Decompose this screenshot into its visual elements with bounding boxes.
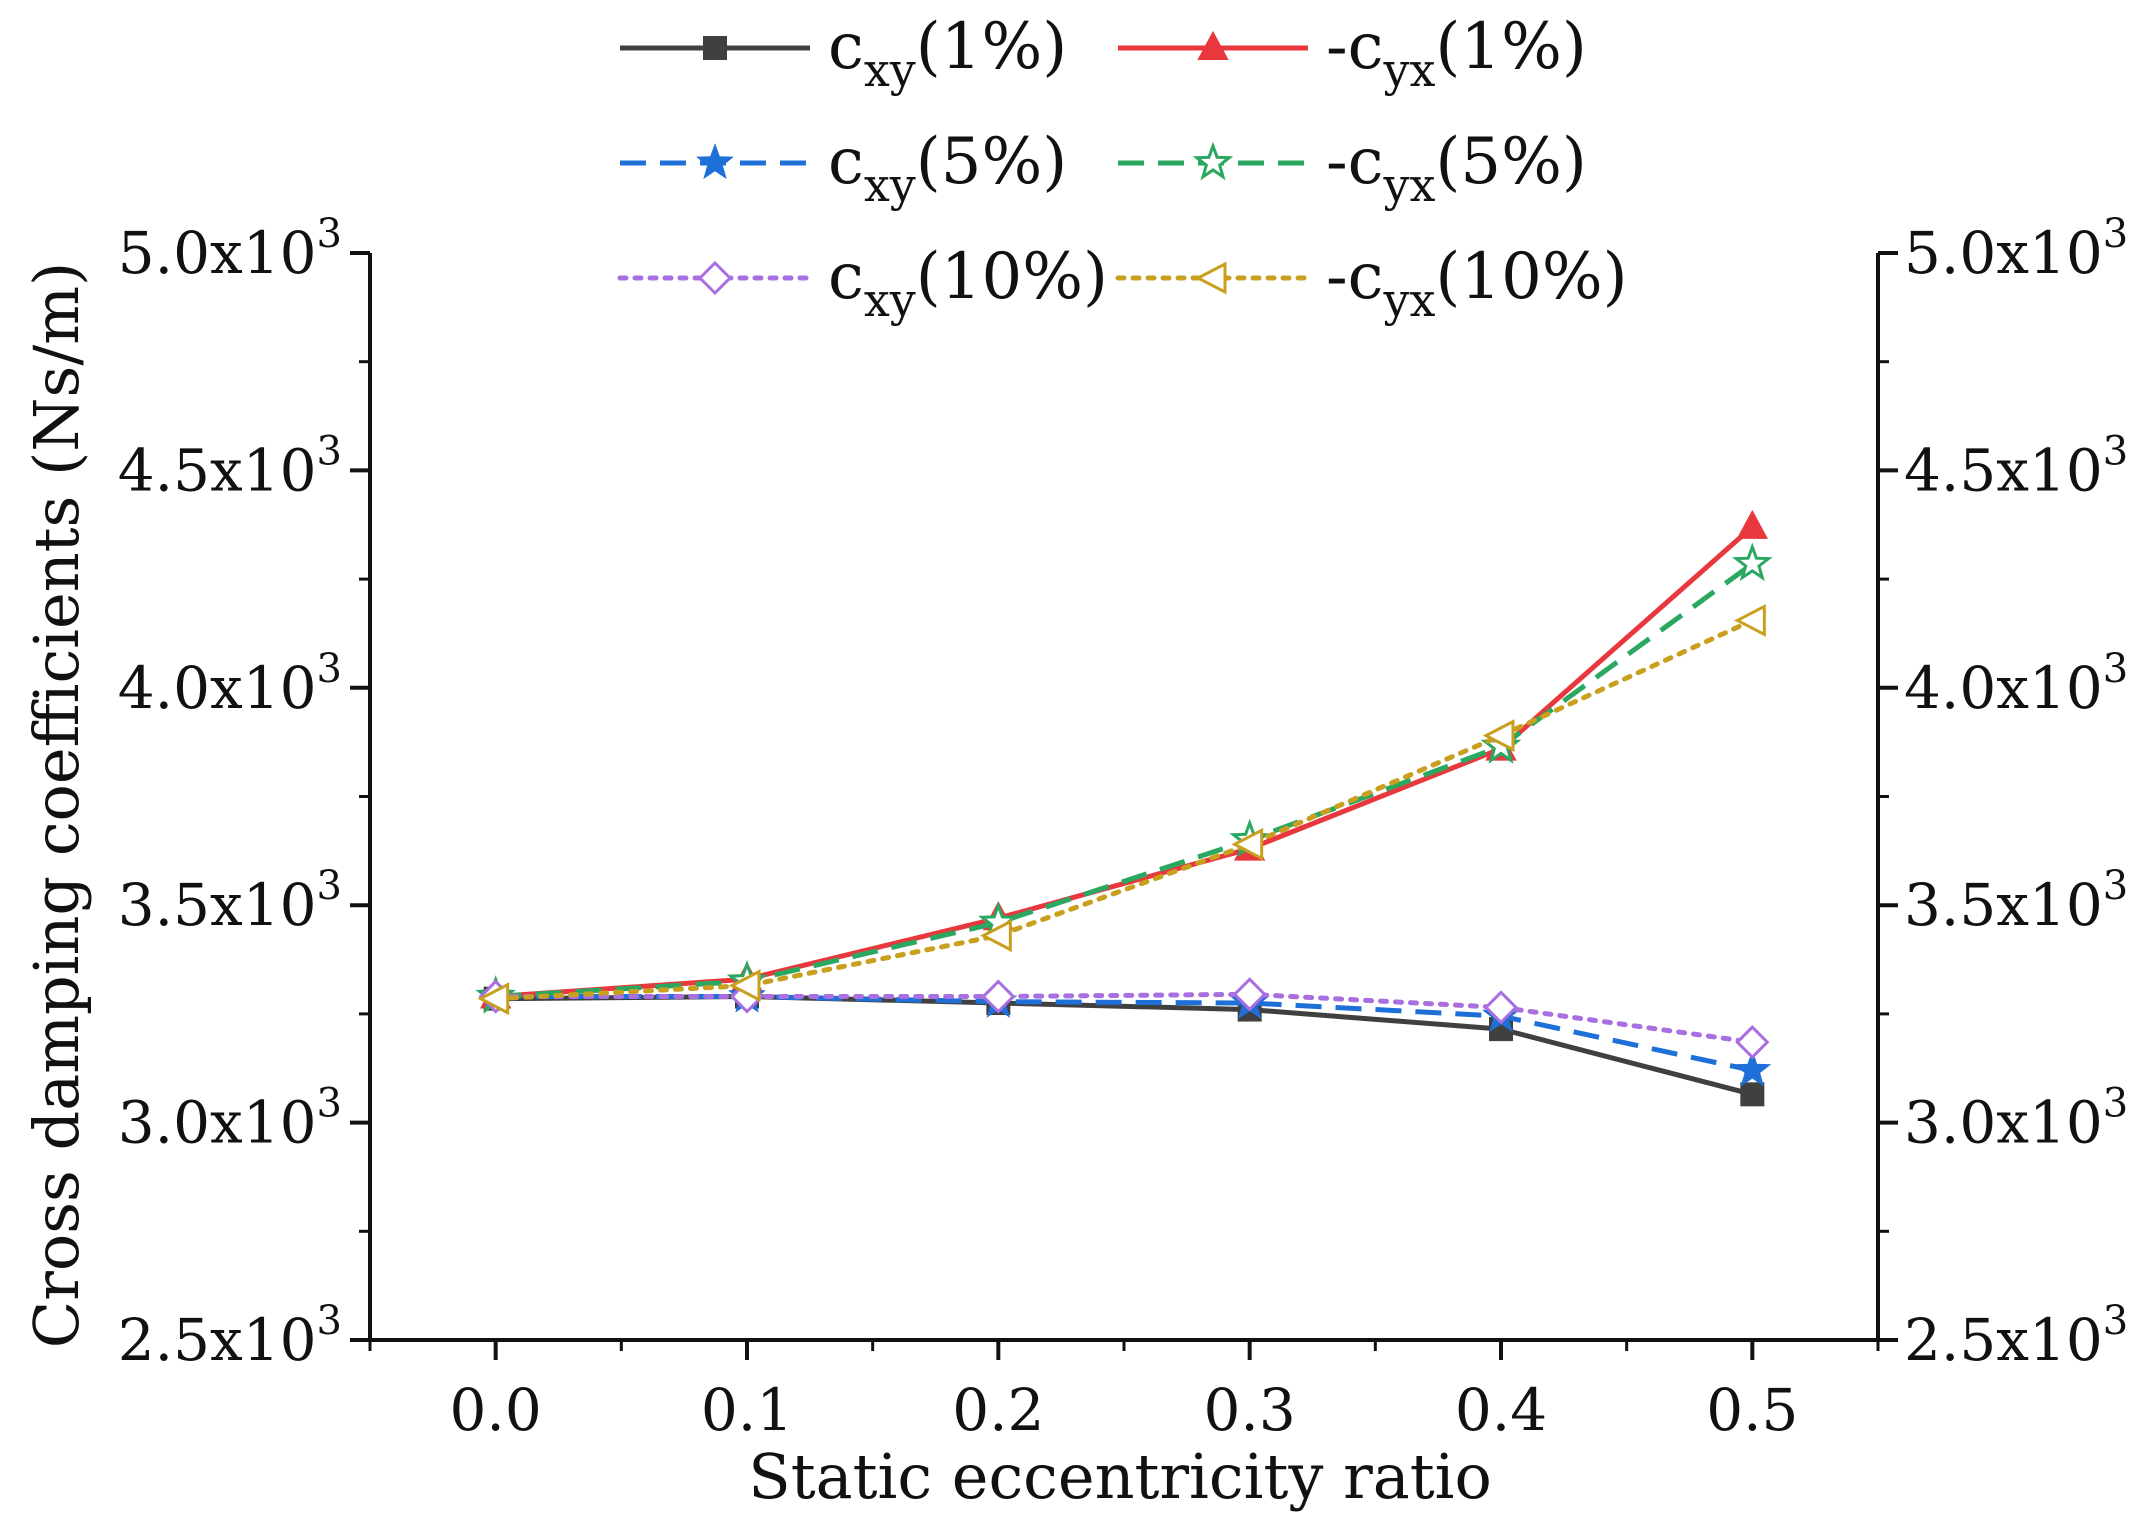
y-tick-label-left: 4.5x103 — [118, 428, 342, 504]
legend-item: -cyx(10%) — [1115, 240, 1628, 327]
data-point — [1732, 542, 1773, 582]
y-tick-label-right: 4.0x103 — [1904, 646, 2128, 722]
x-axis-title: Static eccentricity ratio — [748, 1440, 1492, 1513]
y-tick-label-right: 3.5x103 — [1904, 863, 2128, 939]
series--cyx(1%) — [479, 509, 1769, 1009]
data-point — [1736, 509, 1769, 539]
legend-label: -cyx(5%) — [1326, 125, 1587, 212]
legend-label: cxy(10%) — [828, 240, 1108, 327]
x-tick-label: 0.4 — [1455, 1376, 1547, 1444]
x-tick-label: 0.1 — [701, 1376, 793, 1444]
legend-marker — [697, 260, 733, 296]
legend-label: -cyx(10%) — [1326, 240, 1628, 327]
x-tick-label: 0.3 — [1204, 1376, 1296, 1444]
y-tick-label-right: 4.5x103 — [1904, 428, 2128, 504]
data-point — [1482, 719, 1515, 753]
series-lines — [475, 509, 1773, 1107]
data-point — [1232, 977, 1267, 1012]
data-point — [1483, 990, 1519, 1025]
series-line — [495, 561, 1754, 999]
y-tick-label-right: 3.0x103 — [1904, 1081, 2128, 1157]
axes — [368, 253, 1880, 1342]
legend-item: -cyx(5%) — [1118, 125, 1587, 212]
y-tick-label-left: 5.0x103 — [118, 211, 342, 287]
legend-marker — [703, 36, 727, 60]
legend-item: -cyx(1%) — [1118, 10, 1587, 97]
series-line — [495, 525, 1754, 999]
legend-item: cxy(10%) — [617, 240, 1108, 327]
x-tick-label: 0.2 — [952, 1376, 1044, 1444]
series-line — [493, 991, 1755, 1045]
data-point — [1735, 1025, 1770, 1060]
data-point — [1733, 1050, 1772, 1087]
y-axis-title: Cross damping coefficients (Ns/m) — [20, 262, 93, 1348]
y-axis-ticks: 2.5x103 2.5x103 3.0x103 3.0x103 3.5x103 3.5x1… — [118, 211, 2128, 1374]
legend-label: cxy(1%) — [828, 10, 1067, 97]
legend-label: cxy(5%) — [828, 125, 1067, 212]
data-point — [1734, 603, 1766, 637]
legend-label: -cyx(1%) — [1326, 10, 1587, 97]
legend-marker — [1197, 30, 1229, 60]
legend-item: cxy(1%) — [620, 10, 1067, 97]
y-tick-label-left: 3.0x103 — [118, 1081, 342, 1157]
y-tick-label-left: 3.5x103 — [118, 863, 342, 939]
x-axis-ticks: 0.0 0.1 0.2 0.3 0.4 0.5 — [368, 1340, 1880, 1444]
data-point — [477, 982, 510, 1016]
y-tick-label-left: 2.5x103 — [118, 1298, 342, 1374]
y-tick-label-right: 5.0x103 — [1904, 211, 2128, 287]
legend-item: cxy(5%) — [620, 125, 1067, 212]
series-cxy(1%) — [483, 984, 1765, 1107]
data-point — [728, 969, 761, 1003]
series--cyx(10%) — [477, 603, 1766, 1016]
series-line — [493, 617, 1755, 1002]
data-point — [1740, 1082, 1765, 1107]
x-tick-label: 0.5 — [1706, 1376, 1798, 1444]
y-tick-label-right: 2.5x103 — [1904, 1298, 2128, 1374]
data-point — [980, 919, 1012, 953]
series-line — [495, 993, 1753, 1097]
legend-marker — [696, 143, 734, 180]
data-point — [1231, 827, 1264, 861]
data-point — [981, 979, 1016, 1014]
legend-marker — [1194, 261, 1227, 295]
x-tick-label: 0.0 — [450, 1376, 542, 1444]
series--cyx(5%) — [475, 542, 1773, 1014]
legend-marker — [1192, 141, 1234, 181]
y-tick-label-left: 4.0x103 — [118, 646, 342, 722]
legend: cxy(1%) -cyx(1%) cxy(5%) -cyx(5%) cxy(10%) -c… — [617, 10, 1628, 327]
